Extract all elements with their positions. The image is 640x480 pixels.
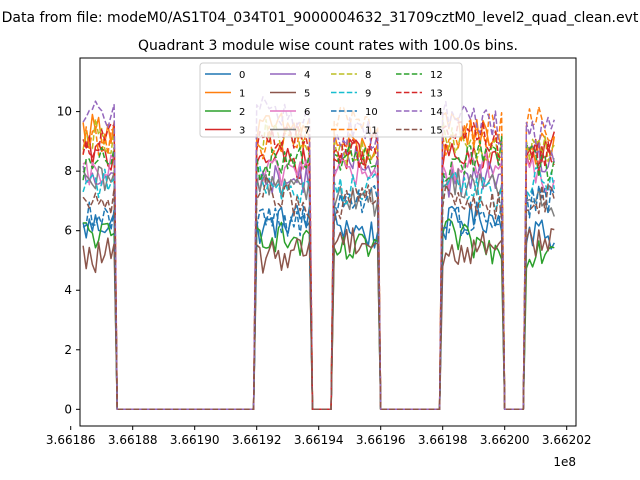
x-axis: 3.66186 3.66188 3.66190 3.66192 3.66194 3.661…	[46, 426, 592, 447]
legend-label-2: 2	[239, 107, 245, 118]
series-line-10	[82, 184, 555, 411]
y-tick-label: 0	[64, 402, 72, 416]
x-tick-label: 3.66188	[108, 433, 158, 447]
series-group	[82, 96, 556, 411]
chart-title: Quadrant 3 module wise count rates with …	[138, 38, 518, 54]
legend-box	[199, 62, 463, 138]
legend-label-9: 9	[365, 89, 371, 100]
x-tick-label: 3.66196	[356, 433, 406, 447]
y-tick-label: 2	[64, 343, 72, 357]
legend-label-11: 11	[365, 126, 378, 137]
x-tick-label: 3.66198	[418, 433, 468, 447]
figure-suptitle: Data from file: modeM0/AS1T04_034T01_900…	[2, 10, 639, 26]
series-line-4	[82, 145, 556, 411]
plot-area	[79, 57, 577, 427]
x-tick-label: 3.66192	[232, 433, 282, 447]
series-line-6	[82, 151, 556, 411]
series-line-14	[82, 96, 556, 411]
x-tick-label: 3.66200	[480, 433, 530, 447]
legend-label-4: 4	[304, 70, 310, 81]
legend-label-15: 15	[430, 126, 443, 137]
series-line-15	[82, 175, 556, 411]
legend-label-14: 14	[430, 107, 443, 118]
legend-label-8: 8	[365, 70, 371, 81]
legend-label-12: 12	[430, 70, 443, 81]
x-tick-label: 3.66194	[294, 433, 344, 447]
legend-label-7: 7	[304, 126, 310, 137]
series-line-5	[82, 227, 555, 411]
y-tick-label: 8	[64, 164, 72, 178]
axes-frame	[79, 57, 577, 427]
y-tick-label: 4	[64, 283, 72, 297]
legend-label-1: 1	[239, 89, 245, 100]
x-tick-label: 3.66190	[170, 433, 220, 447]
legend-label-0: 0	[239, 70, 245, 81]
series-line-3	[82, 130, 556, 411]
x-offset-label: 1e8	[553, 455, 576, 469]
y-axis: 0 2 4 6 8 10	[57, 105, 80, 416]
y-tick-label: 10	[57, 105, 72, 119]
x-tick-label: 3.66202	[542, 433, 592, 447]
y-tick-label: 6	[64, 224, 72, 238]
legend-label-3: 3	[239, 126, 245, 137]
series-line-2	[83, 218, 555, 411]
x-tick-label: 3.66186	[46, 433, 96, 447]
series-line-7	[82, 165, 556, 411]
legend-label-5: 5	[304, 89, 310, 100]
legend-label-10: 10	[365, 107, 378, 118]
series-line-11	[82, 106, 555, 411]
legend-label-13: 13	[430, 89, 443, 100]
series-line-9	[82, 165, 556, 411]
legend-label-6: 6	[304, 107, 310, 118]
